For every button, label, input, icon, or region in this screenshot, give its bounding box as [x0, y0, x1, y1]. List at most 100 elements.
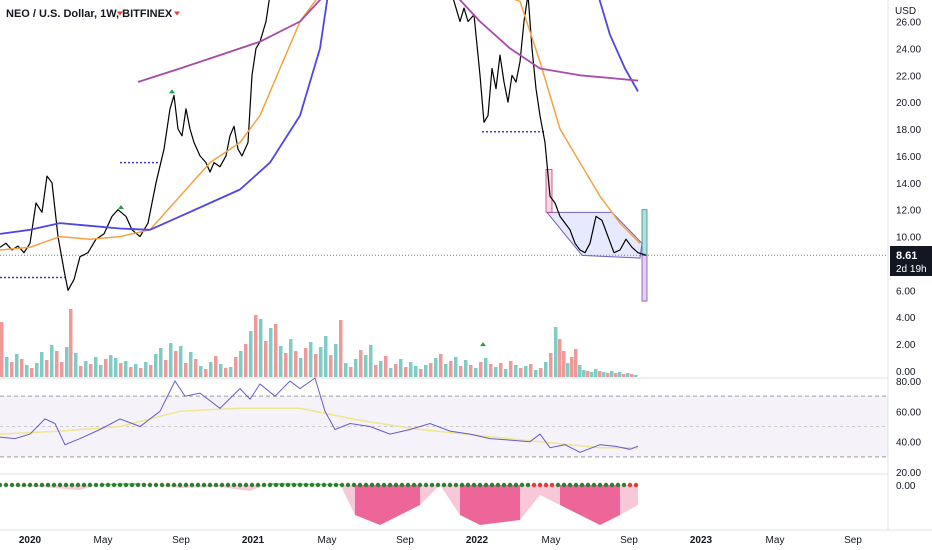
momentum-dot [189, 482, 195, 488]
price-tick-label: 0.00 [896, 367, 916, 378]
volume-bar [429, 363, 433, 377]
volume-bar [319, 347, 323, 377]
volume-bar [60, 362, 64, 377]
volume-bar [479, 362, 483, 377]
volume-bar [244, 344, 248, 377]
momentum-dot [393, 482, 399, 488]
volume-bar [414, 366, 418, 377]
volume-bar [119, 363, 123, 377]
volume-bar [5, 357, 9, 377]
currency-label: USD [895, 6, 916, 17]
volume-bar [89, 364, 93, 377]
volume-bar [174, 351, 178, 377]
ema_fast-line [513, 0, 641, 244]
volume-bar [299, 358, 303, 377]
ema_fast-line [0, 0, 317, 251]
momentum-dot [357, 482, 363, 488]
volume-bar [449, 361, 453, 377]
volume-bar [309, 342, 313, 377]
momentum-dot [9, 482, 15, 488]
volume-bar [399, 359, 403, 377]
momentum-dot [159, 482, 165, 488]
momentum-dot [27, 482, 33, 488]
volume-bar [274, 324, 278, 377]
volume-bar [578, 365, 582, 377]
volume-bar [499, 363, 503, 377]
price-tick-label: 12.00 [896, 206, 921, 217]
momentum-dot [405, 482, 411, 488]
momentum-dot [153, 482, 159, 488]
volume-bar [594, 369, 598, 377]
volume-bar [55, 351, 59, 377]
volume-bar [419, 369, 423, 377]
momentum-segment [355, 485, 380, 525]
momentum-dot [543, 482, 549, 488]
time-tick-label: Sep [172, 535, 190, 546]
momentum-dot [561, 482, 567, 488]
rsi-tick-label: 20.00 [896, 468, 921, 479]
volume-bar [539, 368, 543, 377]
time-axis[interactable]: 2020 May Sep 2021 May Sep 2022 May Sep 2023 May Sep [19, 535, 862, 546]
momentum-dot [567, 482, 573, 488]
momentum-dot [87, 482, 93, 488]
time-tick-label: May [542, 535, 561, 546]
volume-bar [369, 345, 373, 377]
momentum-dot [111, 482, 117, 488]
momentum-dot [291, 482, 297, 488]
momentum-dot [387, 482, 393, 488]
volume-bar [284, 353, 288, 377]
volume-bar [329, 355, 333, 377]
volume-bar [444, 364, 448, 377]
momentum-dot [411, 482, 417, 488]
volume-bar [324, 336, 328, 377]
volume-bar [159, 348, 163, 377]
momentum-dot [381, 482, 387, 488]
momentum-dot [441, 482, 447, 488]
momentum-dot [609, 482, 615, 488]
volume-bar [45, 360, 49, 377]
volume-bar [409, 362, 413, 377]
momentum-segment [560, 485, 600, 525]
volume-bar [259, 319, 263, 377]
volume-bar [224, 368, 228, 377]
volume-bar [74, 353, 78, 377]
price-axis[interactable]: 26.00 24.00 22.00 20.00 18.00 16.00 14.00 12.00… [896, 18, 921, 492]
momentum-dot [81, 482, 87, 488]
momentum-dot [75, 482, 81, 488]
time-tick-label: 2020 [19, 535, 42, 546]
price-tick-label: 20.00 [896, 98, 921, 109]
volume-bar [99, 365, 103, 377]
momentum-dot [69, 482, 75, 488]
volume-bar [249, 331, 253, 377]
momentum-dot [519, 482, 525, 488]
volume-bar [294, 351, 298, 377]
volume-bar [384, 356, 388, 377]
volume-bars [0, 309, 638, 377]
volume-bar [504, 369, 508, 377]
volume-bar [562, 351, 566, 377]
ma_long-line [458, 0, 639, 82]
momentum-dot [339, 482, 345, 488]
momentum-dot [231, 482, 237, 488]
momentum-dot [495, 482, 501, 488]
momentum-tick-label: 0.00 [896, 481, 916, 492]
momentum-dot [255, 482, 261, 488]
momentum-dot [21, 482, 27, 488]
volume-bar [544, 362, 548, 377]
momentum-dot [483, 482, 489, 488]
momentum-dot [621, 482, 627, 488]
momentum-dot [537, 482, 543, 488]
volume-bar [484, 358, 488, 377]
volume-bar [35, 363, 39, 377]
volume-bar [349, 367, 353, 377]
momentum-dot [273, 482, 279, 488]
momentum-dot [33, 482, 39, 488]
momentum-dot [417, 482, 423, 488]
volume-bar [219, 364, 223, 377]
volume-bar [339, 320, 343, 377]
signal-triangle-down [117, 11, 123, 16]
momentum-dot [225, 482, 231, 488]
momentum-dot [423, 482, 429, 488]
volume-bar [344, 363, 348, 377]
volume-bar [25, 365, 29, 377]
